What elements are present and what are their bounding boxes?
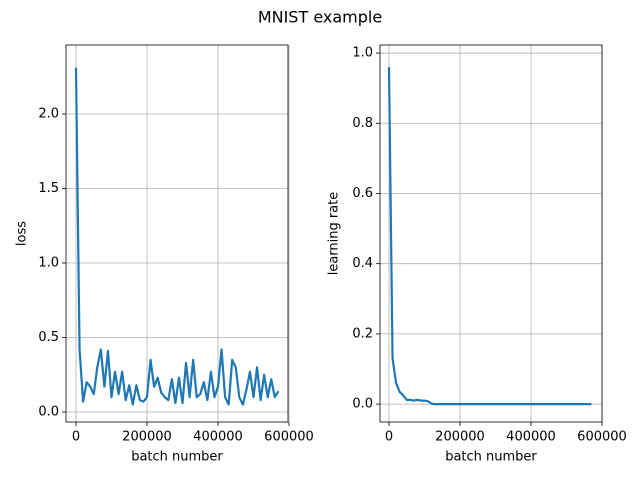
x-tick-label: 200000 [122,430,172,445]
y-tick-label: 0.0 [38,405,59,420]
y-axis-label: learning rate [327,192,342,276]
y-tick-label: 1.5 [38,181,59,196]
axes-frame [65,44,289,423]
y-tick-label: 0.5 [38,330,59,345]
line [387,67,592,406]
x-tick-label: 400000 [506,430,556,445]
y-tick-label: 1.0 [352,46,373,61]
line [74,67,280,406]
y-tick-label: 1.0 [38,256,59,271]
y-tick-label: 2.0 [38,106,59,121]
x-axis-label: batch number [131,450,223,465]
x-tick-label: 400000 [193,430,243,445]
y-axis-label: loss [15,221,30,246]
axes-frame [379,44,603,423]
x-tick-label: 600000 [264,430,314,445]
y-tick-label: 0.8 [352,116,373,131]
figure-title: MNIST example [258,8,382,27]
y-tick-label: 0.0 [352,397,373,412]
x-axis-label: batch number [445,450,537,465]
y-tick-label: 0.6 [352,186,373,201]
x-tick-label: 0 [72,430,80,445]
x-tick-label: 600000 [577,430,627,445]
x-tick-label: 0 [385,430,393,445]
x-tick-label: 200000 [435,430,485,445]
y-tick-label: 0.4 [352,256,373,271]
y-tick-label: 0.2 [352,326,373,341]
